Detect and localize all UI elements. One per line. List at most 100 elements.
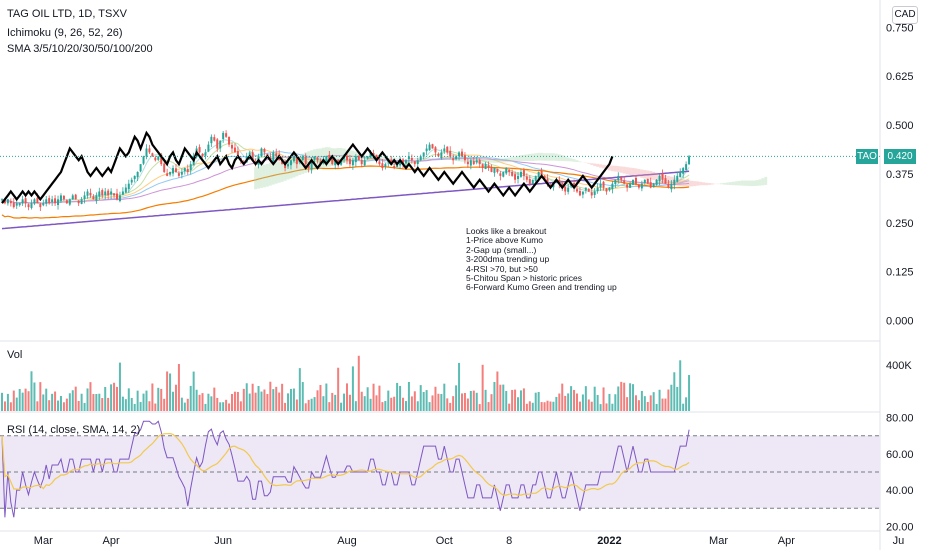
volume-bar xyxy=(304,403,307,411)
candle-body xyxy=(484,164,487,170)
candle-body xyxy=(337,159,340,165)
volume-bar xyxy=(573,389,576,411)
candle-body xyxy=(661,174,664,180)
volume-bar xyxy=(576,393,578,411)
volume-bar xyxy=(39,382,42,411)
lagging-span-line xyxy=(1,130,614,204)
volume-bar xyxy=(124,399,127,411)
volume-bar xyxy=(301,382,304,411)
currency-button[interactable]: CAD xyxy=(892,6,918,24)
candle-body xyxy=(587,189,590,192)
volume-bar xyxy=(166,371,169,411)
candle-body xyxy=(1,199,3,201)
volume-bar xyxy=(410,396,413,411)
volume-bar xyxy=(54,391,57,411)
ichimoku-legend[interactable]: Ichimoku (9, 26, 52, 26) xyxy=(7,27,123,39)
time-tick-label: Oct xyxy=(436,535,453,547)
candle-body xyxy=(537,171,540,178)
candle-body xyxy=(508,169,511,172)
volume-legend[interactable]: Vol xyxy=(7,349,23,361)
price-tick-label: 0.625 xyxy=(886,71,914,83)
candle-body xyxy=(443,148,446,152)
volume-bar xyxy=(110,384,113,411)
sma-200-line xyxy=(1,170,690,230)
volume-bar xyxy=(525,403,528,411)
candle-body xyxy=(139,164,142,172)
volume-bar xyxy=(378,385,381,411)
candle-body xyxy=(57,199,60,206)
candle-body xyxy=(384,164,387,167)
sma-legend[interactable]: SMA 3/5/10/20/30/50/100/200 xyxy=(7,43,153,55)
rsi-legend[interactable]: RSI (14, close, SMA, 14, 2) xyxy=(7,424,141,436)
candle-body xyxy=(9,201,12,204)
volume-bar xyxy=(413,391,416,411)
volume-bar xyxy=(434,386,437,411)
volume-bar xyxy=(611,403,614,411)
volume-bar xyxy=(207,393,210,411)
volume-bar xyxy=(316,390,319,411)
candle-body xyxy=(154,157,157,161)
candle-body xyxy=(33,199,36,204)
volume-bar xyxy=(62,402,65,411)
volume-bar xyxy=(561,383,564,411)
candle-body xyxy=(531,179,534,184)
candle-body xyxy=(440,152,443,159)
note-line: 2-Gap up (small...) xyxy=(466,244,537,255)
candle-body xyxy=(189,164,192,171)
candle-body xyxy=(505,168,508,174)
candle-body xyxy=(502,171,505,177)
candle-body xyxy=(222,132,225,140)
volume-bar xyxy=(169,373,172,411)
candle-body xyxy=(340,160,343,165)
volume-bar xyxy=(640,390,643,411)
volume-bar xyxy=(502,384,505,411)
candle-body xyxy=(62,195,65,200)
volume-bar xyxy=(275,386,278,411)
volume-bar xyxy=(531,402,534,411)
volume-bar xyxy=(325,383,328,411)
volume-bar xyxy=(42,394,45,411)
candle-body xyxy=(375,154,378,161)
volume-bar xyxy=(121,396,124,411)
candle-body xyxy=(399,160,402,166)
volume-bar xyxy=(416,401,419,411)
volume-bar xyxy=(6,393,9,411)
volume-bar xyxy=(127,388,130,411)
candle-body xyxy=(89,192,92,196)
candle-body xyxy=(478,160,481,165)
candle-body xyxy=(514,174,517,180)
candle-body xyxy=(118,195,121,202)
candle-body xyxy=(233,147,236,153)
candle-body xyxy=(177,173,180,176)
volume-bar xyxy=(629,383,632,411)
time-tick-label: Jun xyxy=(214,535,232,547)
candle-body xyxy=(260,148,263,157)
candle-body xyxy=(573,183,576,188)
volume-bar xyxy=(455,385,458,411)
candle-body xyxy=(113,193,116,196)
symbol-title: TAG OIL LTD, 1D, TSXV xyxy=(7,8,128,20)
candle-body xyxy=(652,183,655,188)
volume-bar xyxy=(83,403,86,411)
volume-bar xyxy=(437,393,440,411)
volume-bar xyxy=(673,372,676,411)
candle-body xyxy=(567,187,570,192)
volume-bar xyxy=(322,396,325,411)
candle-body xyxy=(455,156,458,160)
candle-body xyxy=(348,158,351,165)
candle-body xyxy=(166,173,169,176)
volume-bar xyxy=(490,394,493,411)
candle-body xyxy=(207,144,210,152)
volume-bar xyxy=(402,397,405,411)
note-line: 5-Chitou Span > historic prices xyxy=(466,273,582,284)
volume-bar xyxy=(201,393,204,411)
annotation-note[interactable]: Looks like a breakout 1-Price above Kumo… xyxy=(466,226,617,293)
candle-body xyxy=(605,188,608,192)
volume-bar xyxy=(331,392,334,411)
candle-body xyxy=(204,152,207,156)
candle-body xyxy=(378,161,381,165)
candle-body xyxy=(416,160,419,164)
volume-bar xyxy=(298,368,301,411)
volume-bar xyxy=(266,393,269,411)
